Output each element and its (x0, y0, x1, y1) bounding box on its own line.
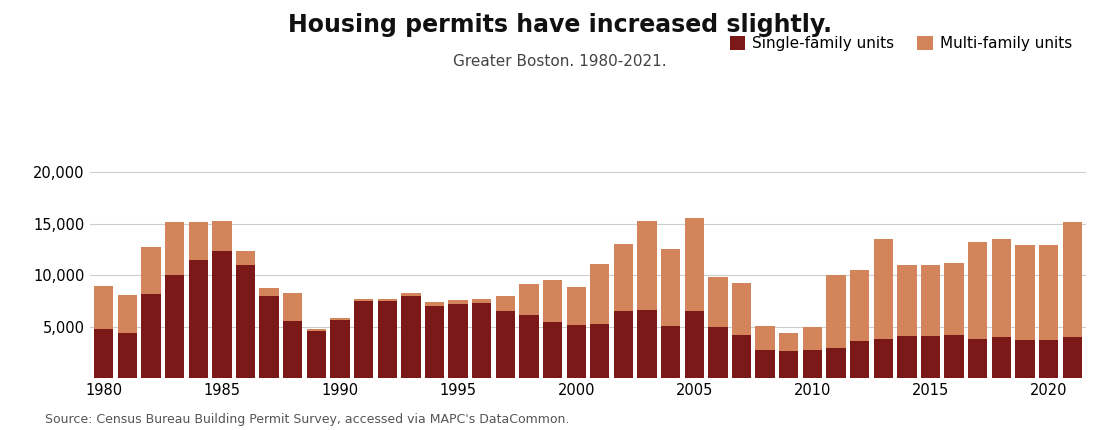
Bar (520, 285, 539, 316)
Bar (165, 221, 185, 275)
Bar (330, 319, 349, 378)
Bar (448, 300, 468, 304)
Bar (236, 252, 255, 265)
Bar (661, 249, 680, 326)
Bar (944, 263, 964, 335)
Bar (968, 339, 988, 378)
Text: Source: Census Bureau Building Permit Survey, accessed via MAPC's DataCommon.: Source: Census Bureau Building Permit Su… (45, 413, 569, 426)
Bar (684, 218, 704, 311)
Bar (283, 321, 302, 378)
Bar (496, 296, 515, 311)
Bar (94, 329, 113, 378)
Bar (567, 325, 586, 378)
Bar (731, 335, 752, 378)
Bar (448, 304, 468, 378)
Bar (780, 350, 799, 378)
Bar (590, 264, 609, 324)
Bar (141, 294, 160, 378)
Bar (803, 350, 822, 378)
Bar (165, 275, 185, 378)
Bar (236, 265, 255, 378)
Bar (1063, 337, 1082, 378)
Bar (401, 296, 420, 378)
Bar (94, 286, 113, 329)
Bar (897, 265, 916, 336)
Bar (543, 280, 562, 322)
Bar (283, 293, 302, 321)
Bar (968, 242, 988, 339)
Bar (118, 295, 137, 333)
Bar (424, 302, 445, 306)
Bar (377, 299, 396, 301)
Bar (874, 339, 893, 378)
Bar (827, 348, 846, 378)
Bar (684, 311, 704, 378)
Bar (708, 277, 728, 327)
Bar (212, 252, 232, 378)
Legend: Single-family units, Multi-family units: Single-family units, Multi-family units (724, 30, 1079, 57)
Bar (944, 335, 964, 378)
Bar (496, 311, 515, 378)
Bar (897, 336, 916, 378)
Bar (141, 247, 160, 294)
Bar (520, 316, 539, 378)
Bar (260, 296, 279, 378)
Bar (354, 301, 373, 378)
Bar (1039, 340, 1058, 378)
Text: Greater Boston. 1980-2021.: Greater Boston. 1980-2021. (454, 54, 666, 69)
Bar (614, 244, 633, 311)
Bar (827, 275, 846, 348)
Bar (803, 327, 822, 350)
Bar (212, 221, 232, 252)
Bar (260, 288, 279, 296)
Bar (330, 317, 349, 319)
Bar (424, 306, 445, 378)
Bar (401, 293, 420, 296)
Bar (1039, 245, 1058, 340)
Bar (991, 337, 1011, 378)
Bar (661, 326, 680, 378)
Bar (756, 350, 775, 378)
Bar (614, 311, 633, 378)
Bar (756, 326, 775, 350)
Bar (874, 239, 893, 339)
Bar (708, 327, 728, 378)
Bar (307, 329, 326, 331)
Bar (354, 299, 373, 301)
Bar (1016, 340, 1035, 378)
Bar (472, 299, 492, 303)
Bar (850, 341, 869, 378)
Bar (850, 270, 869, 341)
Bar (1063, 221, 1082, 337)
Bar (921, 336, 940, 378)
Bar (567, 286, 586, 325)
Bar (307, 331, 326, 378)
Bar (188, 221, 208, 260)
Bar (637, 221, 656, 310)
Bar (377, 301, 396, 378)
Bar (731, 283, 752, 335)
Bar (780, 333, 799, 350)
Bar (188, 260, 208, 378)
Text: Housing permits have increased slightly.: Housing permits have increased slightly. (288, 13, 832, 37)
Bar (637, 310, 656, 378)
Bar (590, 324, 609, 378)
Bar (991, 239, 1011, 337)
Bar (543, 322, 562, 378)
Bar (1016, 245, 1035, 340)
Bar (118, 333, 137, 378)
Bar (921, 265, 940, 336)
Bar (472, 303, 492, 378)
